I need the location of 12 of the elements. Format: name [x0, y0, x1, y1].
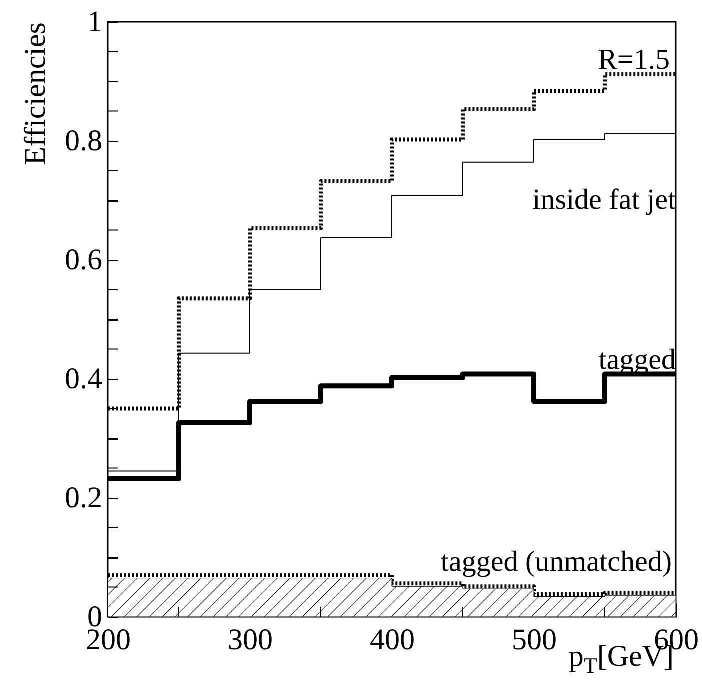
y-tick-label: 0.6 — [65, 244, 102, 276]
y-axis-title: Efficiencies — [19, 22, 52, 166]
annotation: tagged (unmatched) — [440, 546, 672, 578]
x-tick-label: 400 — [370, 624, 415, 656]
annotation: R=1.5 — [598, 44, 670, 76]
y-tick-label: 0.2 — [65, 482, 102, 514]
x-tick-label: 300 — [228, 624, 273, 656]
y-tick-label: 1 — [88, 6, 102, 38]
y-tick-label: 0.4 — [65, 362, 102, 396]
annotation: inside fat jet — [532, 184, 676, 216]
y-tick-label: 0.8 — [65, 124, 102, 158]
x-tick-label: 500 — [512, 624, 557, 656]
